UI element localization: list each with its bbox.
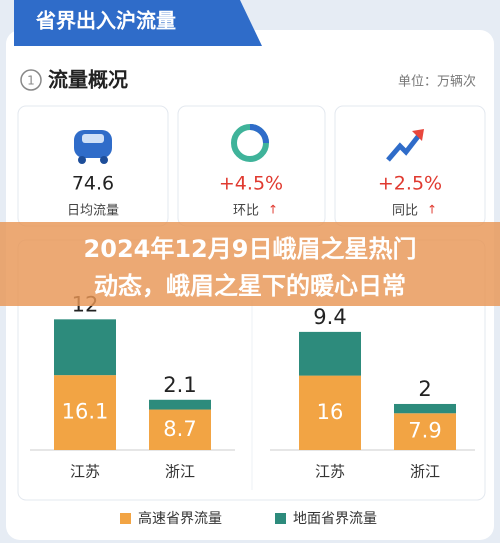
x-tick-label: 江苏 [315, 463, 345, 481]
cards: 74.6 日均流量 +4.5% 环比 ↑ +2.5% 同比 ↑ [17, 105, 486, 227]
x-tick-label: 江苏 [70, 463, 100, 481]
bar-segment [54, 375, 116, 450]
section-title: 流量概况 [48, 68, 128, 92]
banner-line: 2024年12月9日峨眉之星热门 [84, 235, 417, 263]
card-label: 日均流量 [67, 204, 119, 219]
banner-line: 动态，峨眉之星下的暖心日常 [94, 272, 406, 300]
car-icon [74, 130, 112, 164]
index-circle [20, 69, 42, 91]
bar-segment [54, 319, 116, 376]
x-tick-label: 浙江 [165, 463, 195, 481]
card-label: 同比 [392, 204, 418, 219]
value-label: 16 [317, 400, 344, 424]
bar-segment [299, 331, 361, 376]
legend-label: 地面省界流量 [293, 511, 377, 527]
value-label: 2.1 [163, 373, 196, 397]
ring-icon-part [249, 124, 269, 144]
up-arrow: ↑ [427, 203, 437, 217]
bar-segment [394, 413, 456, 450]
card-value: 74.6 [72, 173, 114, 195]
trend-arrow [412, 129, 424, 141]
bar-segment [299, 375, 361, 450]
value-label: 9.4 [313, 305, 346, 329]
header-title: 省界出入沪流量 [35, 9, 176, 33]
bar-segment [149, 399, 211, 410]
bar-segment [149, 409, 211, 450]
x-tick-label: 浙江 [410, 463, 440, 481]
legend: 高速省界流量 地面省界流量 [120, 510, 377, 527]
value-label: 16.1 [62, 400, 109, 424]
value-label: 2 [418, 377, 431, 401]
legend-swatch [120, 513, 131, 524]
section-index: 1 [27, 74, 35, 88]
bar-segment [394, 403, 456, 414]
card-value: +2.5% [378, 173, 442, 195]
banner [0, 222, 500, 306]
card-label: 环比 [233, 204, 259, 219]
legend-swatch [275, 513, 286, 524]
unit: 单位：万辆次 [398, 74, 476, 90]
card-value: +4.5% [219, 173, 283, 195]
up-arrow: ↑ [268, 203, 278, 217]
value-label: 8.7 [163, 417, 196, 441]
trend-icon [386, 132, 422, 162]
header-tab [14, 0, 262, 46]
legend-label: 高速省界流量 [138, 510, 222, 527]
value-label: 7.9 [408, 419, 441, 443]
